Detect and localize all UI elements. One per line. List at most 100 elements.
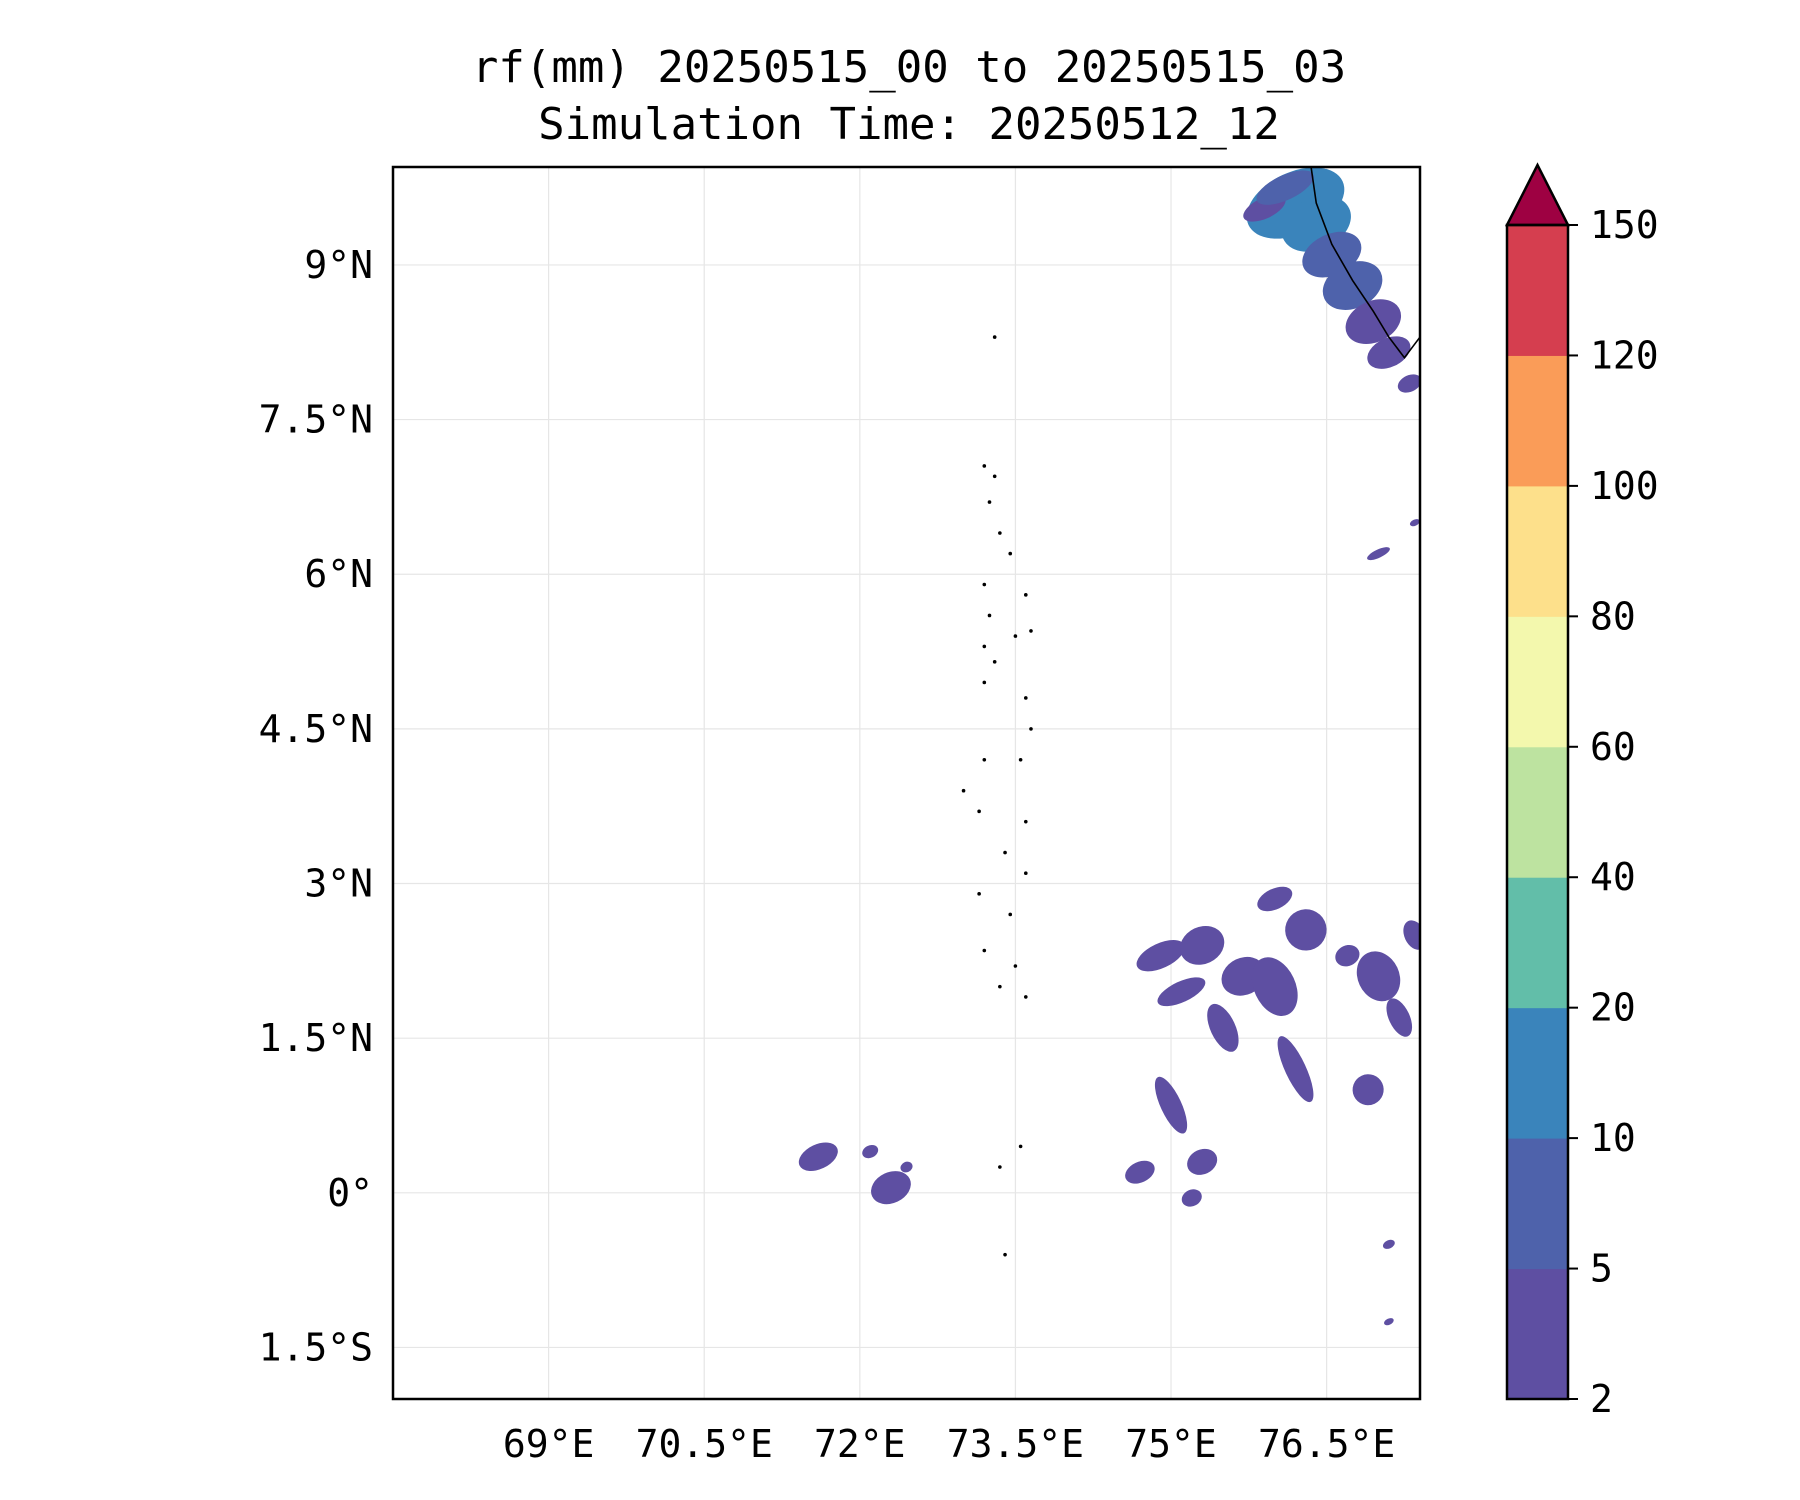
y-tick-label-1: 7.5°N — [259, 398, 373, 442]
y-tick-label-7: 1.5°S — [259, 1325, 373, 1369]
y-tick-label-6: 0° — [327, 1171, 373, 1215]
rain-cell-22 — [1207, 1003, 1239, 1052]
rain-cell-10 — [1409, 519, 1420, 527]
rain-cell-12 — [1180, 925, 1225, 965]
map-frame — [391, 165, 1422, 1401]
rain-cell-31 — [862, 1144, 879, 1159]
y-tick-label-3: 4.5°N — [259, 707, 373, 751]
colorbar-label-6: 80 — [1590, 594, 1636, 638]
atoll-26 — [1013, 964, 1018, 968]
colorbar-label-8: 120 — [1590, 333, 1659, 377]
atoll-8 — [1023, 593, 1028, 597]
colorbar-label-4: 40 — [1590, 855, 1636, 899]
colorbar-segment-5 — [1507, 616, 1568, 748]
atoll-27 — [998, 984, 1002, 989]
atoll-11 — [982, 644, 987, 649]
atoll-29 — [1018, 1144, 1023, 1149]
atoll-0 — [992, 335, 997, 339]
y-tick-label-2: 6°N — [304, 552, 373, 596]
x-tick-label-5: 76.5°E — [1258, 1422, 1395, 1466]
atoll-2 — [992, 474, 997, 479]
rain-cell-26 — [1125, 1160, 1155, 1184]
colorbar-segment-2 — [1507, 1007, 1568, 1139]
rain-cell-15 — [1251, 957, 1298, 1016]
rain-cell-33 — [1382, 1239, 1395, 1249]
atoll-6 — [982, 582, 987, 587]
rain-cell-29 — [871, 1171, 911, 1205]
colorbar-label-9: 150 — [1590, 203, 1659, 247]
rain-cell-21 — [1386, 998, 1413, 1037]
chart-title: rf(mm) 20250515_00 to 20250515_03 — [472, 42, 1346, 93]
atoll-10 — [1013, 634, 1018, 638]
colorbar-segment-4 — [1507, 746, 1568, 878]
atoll-20 — [1023, 819, 1028, 824]
colorbar-frame — [1505, 223, 1570, 1401]
colorbar-segment-1 — [1507, 1138, 1568, 1270]
rain-cell-13 — [1157, 977, 1206, 1007]
latitude-ticks: 9°N 7.5°N 6°N 4.5°N 3°N 1.5°N 0° 1.5°S — [259, 243, 373, 1370]
rain-cell-20 — [1403, 920, 1420, 950]
atoll-3 — [987, 500, 992, 504]
x-tick-label-1: 70.5°E — [636, 1422, 773, 1466]
atoll-30 — [998, 1165, 1002, 1169]
rain-cell-11 — [1136, 940, 1185, 972]
rain-cell-19 — [1356, 951, 1401, 1002]
x-tick-label-4: 75°E — [1125, 1422, 1217, 1466]
rain-cell-17 — [1257, 886, 1293, 912]
rain-cell-9 — [1367, 547, 1390, 561]
rain-cell-34 — [1383, 1318, 1394, 1326]
atoll-16 — [1018, 758, 1023, 762]
x-tick-label-3: 73.5°E — [947, 1422, 1084, 1466]
atoll-22 — [1023, 871, 1028, 876]
atoll-5 — [1008, 551, 1013, 556]
atoll-13 — [982, 680, 987, 685]
atoll-12 — [992, 660, 997, 664]
atoll-18 — [961, 788, 966, 793]
atoll-19 — [977, 809, 981, 814]
atoll-1 — [982, 464, 987, 468]
colorbar-segment-7 — [1507, 355, 1568, 487]
rain-cell-16 — [1285, 909, 1327, 951]
rain-cell-8 — [1256, 170, 1314, 205]
atoll-4 — [998, 531, 1002, 535]
colorbar-label-0: 2 — [1590, 1377, 1613, 1421]
y-tick-label-0: 9°N — [304, 243, 373, 287]
colorbar-label-3: 20 — [1590, 986, 1636, 1030]
colorbar-label-2: 10 — [1590, 1116, 1636, 1160]
chart-subtitle: Simulation Time: 20250512_12 — [538, 99, 1280, 150]
x-tick-label-2: 72°E — [814, 1422, 906, 1466]
x-tick-label-0: 69°E — [503, 1422, 595, 1466]
atoll-24 — [1008, 912, 1013, 917]
rain-cell-25 — [1154, 1076, 1188, 1134]
colorbar-extend-arrow — [1504, 162, 1571, 227]
colorbar-segment-0 — [1507, 1268, 1568, 1400]
atoll-23 — [977, 892, 981, 896]
rain-cell-5 — [1367, 336, 1411, 369]
y-tick-label-5: 1.5°N — [259, 1016, 373, 1060]
colorbar-label-7: 100 — [1590, 464, 1659, 508]
colorbar-segment-3 — [1507, 877, 1568, 1009]
rain-cell-18 — [1335, 944, 1360, 967]
rain-cell-24 — [1352, 1074, 1384, 1106]
colorbar-label-5: 60 — [1590, 725, 1636, 769]
rain-cell-28 — [1181, 1189, 1202, 1207]
atoll-15 — [1029, 727, 1033, 731]
india-coastline — [1310, 167, 1420, 360]
atoll-28 — [1023, 995, 1028, 999]
rainfall-field — [798, 167, 1420, 1326]
colorbar-label-1: 5 — [1590, 1247, 1613, 1291]
longitude-ticks: 69°E 70.5°E 72°E 73.5°E 75°E 76.5°E — [503, 1422, 1395, 1466]
rain-cell-30 — [798, 1142, 838, 1171]
y-tick-label-4: 3°N — [304, 862, 373, 906]
atoll-14 — [1023, 696, 1028, 700]
atoll-25 — [982, 948, 987, 953]
colorbar-segment-8 — [1507, 225, 1568, 356]
rain-cell-6 — [1397, 374, 1420, 393]
rain-cell-23 — [1277, 1036, 1314, 1103]
rain-cell-32 — [900, 1161, 913, 1173]
rain-cell-3 — [1322, 261, 1383, 310]
atoll-7 — [987, 613, 992, 618]
atoll-9 — [1029, 629, 1033, 633]
gridlines — [393, 167, 1420, 1399]
